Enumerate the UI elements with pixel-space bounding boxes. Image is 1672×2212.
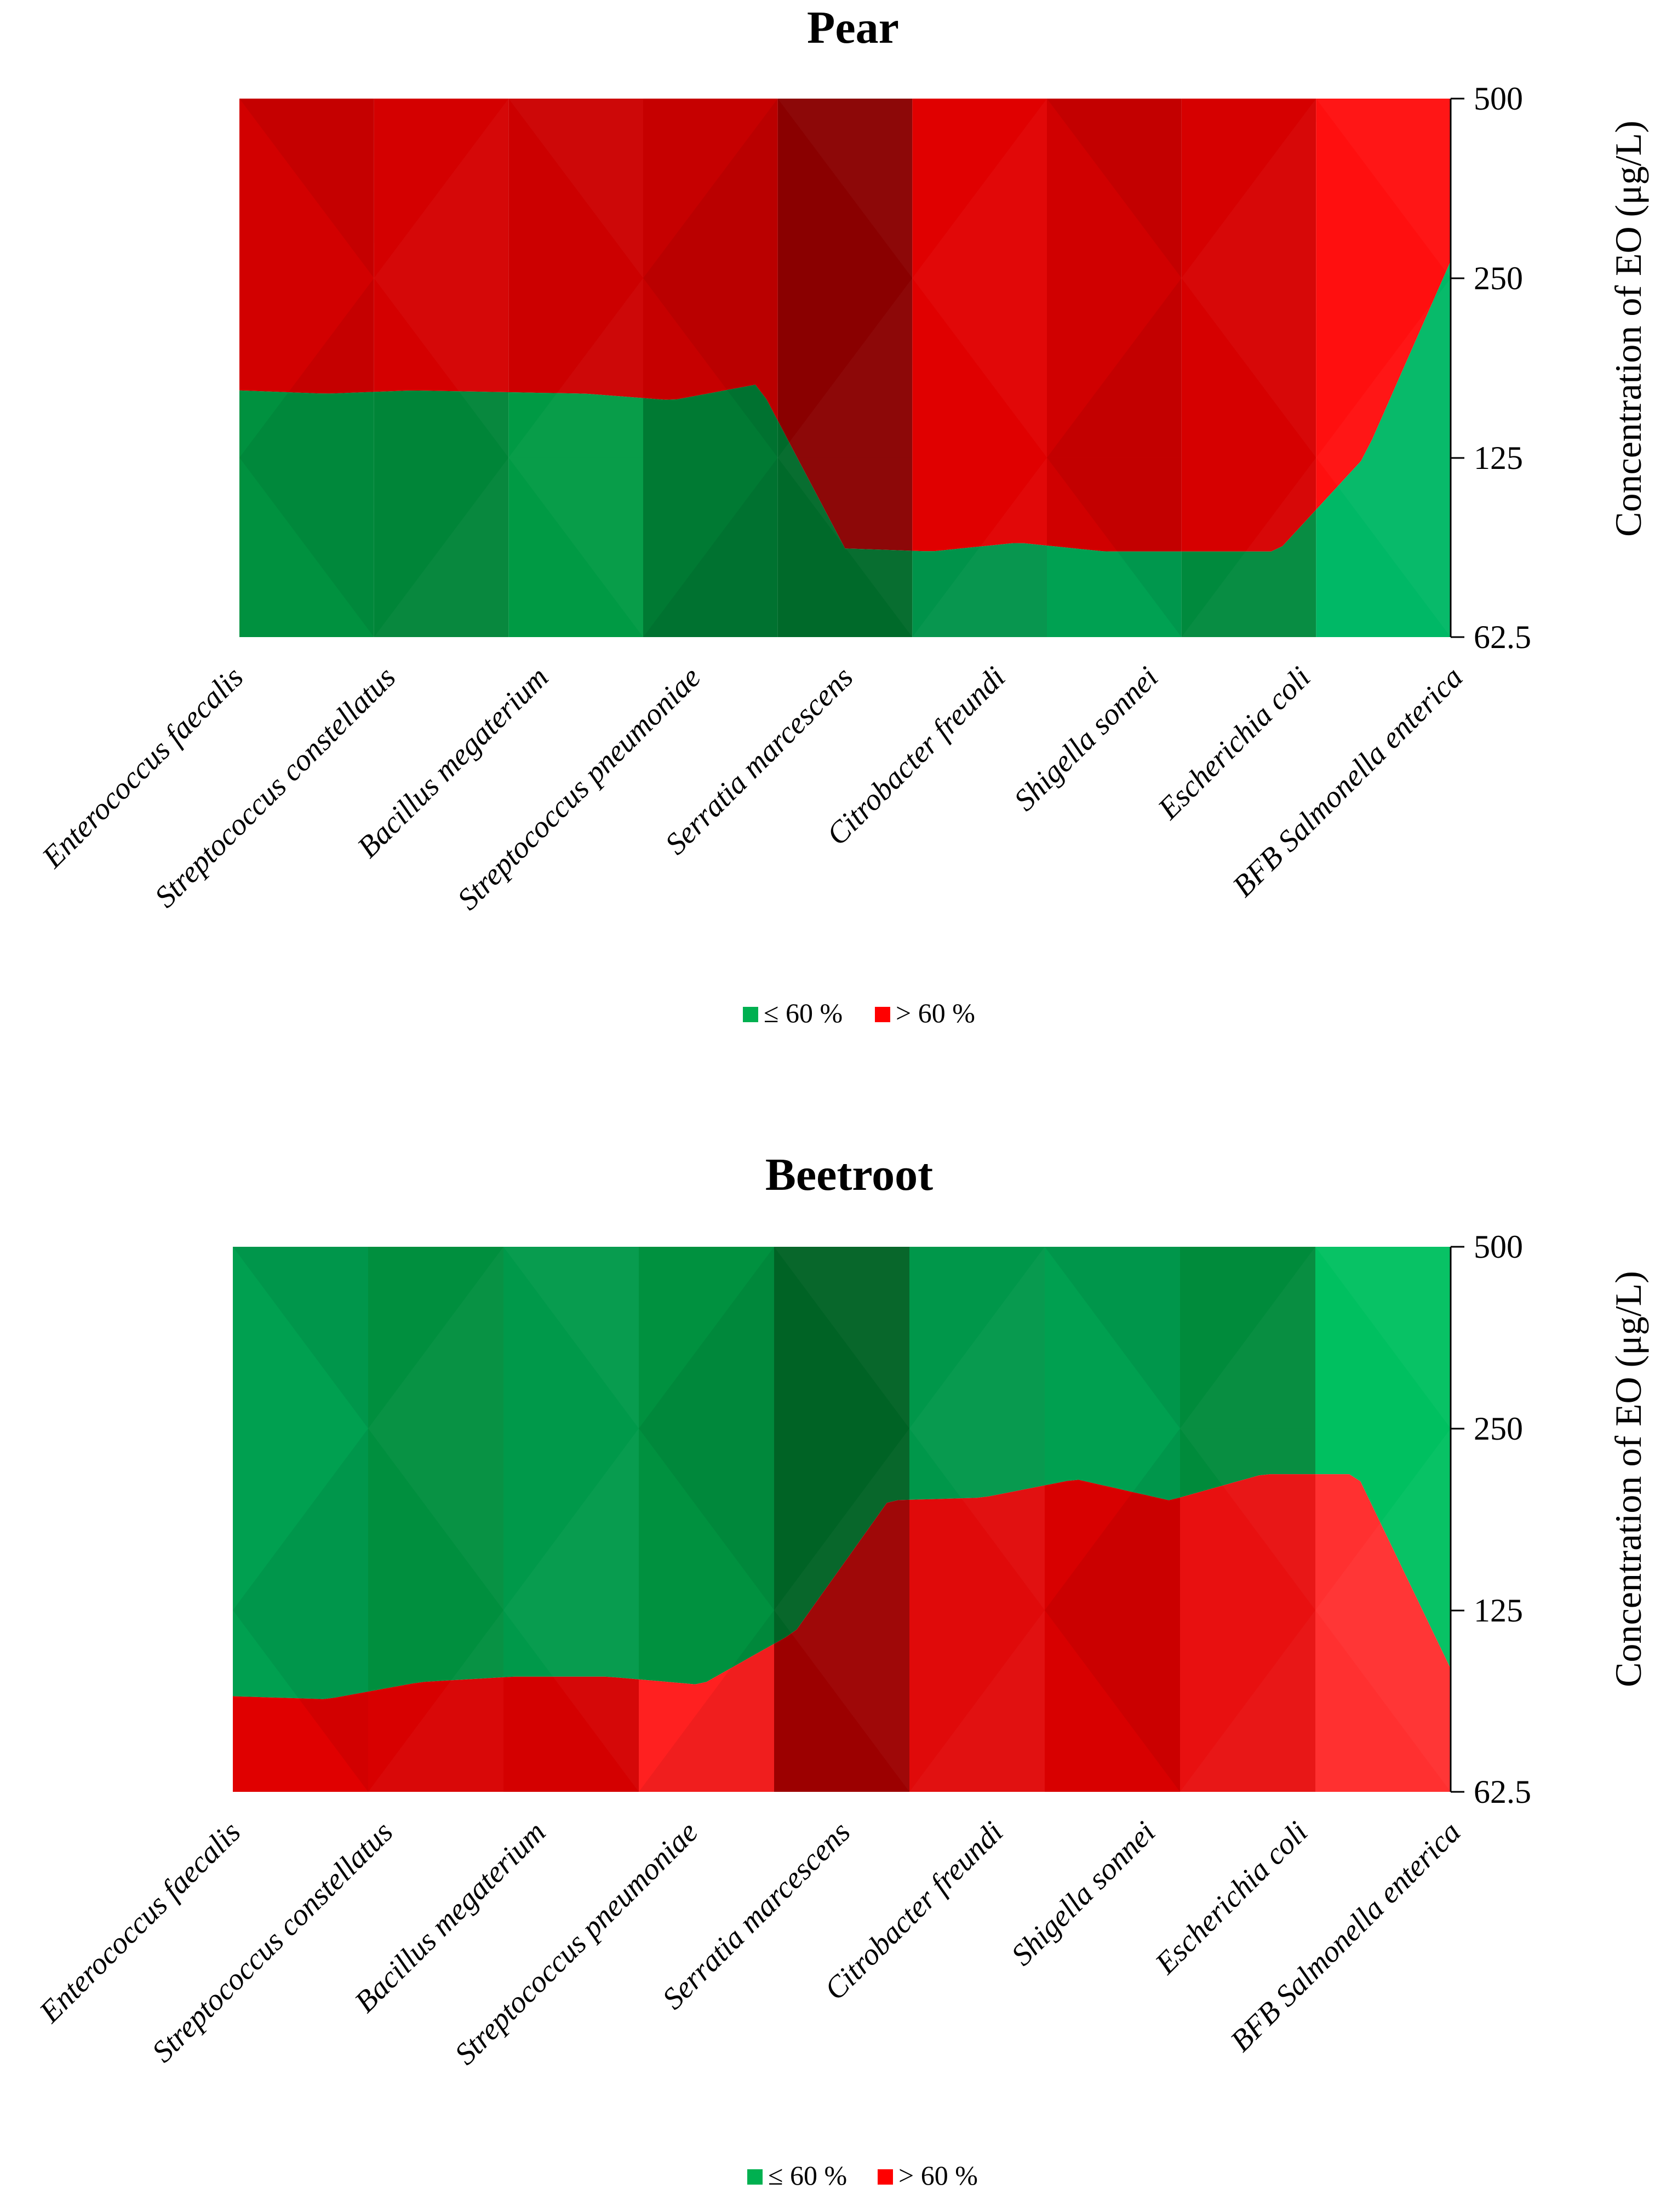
shade-tile: [233, 1247, 368, 1429]
chart-title: Pear: [807, 2, 899, 53]
legend: ≤ 60 % > 60 %: [743, 998, 975, 1028]
shade-tile: [1045, 1247, 1180, 1429]
green-region-cell: [1180, 1247, 1315, 1498]
chart-title: Beetroot: [765, 1149, 933, 1200]
beetroot-chart: Beetroot 500 250 125 62.5 Concentration …: [33, 1149, 1649, 2191]
x-axis-categories: Enterococcus faecalis Streptococcus cons…: [33, 1815, 1468, 2071]
y-tick-label: 125: [1474, 440, 1523, 476]
x-category-label: Escherichia coli: [1148, 1815, 1314, 1981]
legend-swatch-green: [747, 2169, 763, 2185]
red-region-cell: [239, 99, 374, 394]
y-tick-label: 125: [1474, 1592, 1523, 1629]
x-category-label: Streptococcus pneumoniae: [451, 660, 707, 916]
legend-swatch-red: [878, 2169, 893, 2185]
legend-label: > 60 %: [898, 2160, 978, 2191]
shade-tile: [643, 99, 778, 278]
shade-tile: [1047, 99, 1182, 278]
shade-tile: [233, 1428, 368, 1611]
red-region-cell: [1181, 99, 1316, 552]
red-region-cell: [774, 1499, 909, 1792]
green-region-cell: [777, 420, 913, 637]
y-tick-label: 62.5: [1474, 1774, 1531, 1810]
shade-tile: [239, 99, 374, 278]
red-region-cell: [508, 99, 643, 398]
red-region-cell: [503, 1676, 639, 1792]
x-category-label: Streptococcus constellatus: [146, 1815, 400, 2069]
shade-tile: [1047, 278, 1182, 458]
red-region-cell: [1047, 99, 1182, 552]
legend-label: ≤ 60 %: [764, 998, 843, 1028]
y-tick-label: 62.5: [1474, 619, 1531, 655]
legend: ≤ 60 % > 60 %: [747, 2160, 978, 2191]
legend-swatch-red: [875, 1007, 890, 1022]
red-region-cell: [1180, 1474, 1315, 1792]
legend-swatch-green: [743, 1007, 758, 1022]
green-region-cell: [1045, 1247, 1180, 1500]
x-category-label: Streptococcus pneumoniae: [448, 1815, 705, 2071]
shade-tile: [639, 1247, 774, 1429]
green-region-cell: [1181, 509, 1316, 637]
x-category-label: Shigella sonnei: [1007, 660, 1165, 817]
y-axis: 500 250 125 62.5: [1450, 1229, 1531, 1810]
shade-tile: [1045, 1610, 1180, 1792]
pear-chart: Pear 500 250 125 62.5 Concentration of E…: [36, 2, 1649, 1028]
y-tick-label: 250: [1474, 1411, 1523, 1447]
shade-tile: [643, 278, 778, 458]
red-region-cell: [643, 99, 778, 421]
y-axis: 500 250 125 62.5: [1450, 81, 1531, 655]
legend-label: > 60 %: [896, 998, 975, 1028]
shade-tile: [233, 1610, 368, 1792]
green-region-cell: [774, 1247, 909, 1644]
shade-tile: [239, 457, 374, 637]
shade-tile: [639, 1610, 774, 1792]
shade-tile: [239, 278, 374, 458]
red-region-cell: [1316, 99, 1451, 510]
y-axis-label: Concentration of EO (μg/L): [1607, 1271, 1649, 1687]
red-region-cell: [1045, 1480, 1180, 1792]
green-region-cell: [1315, 1247, 1451, 1669]
green-region-cell: [912, 543, 1047, 637]
red-region-cell: [368, 1677, 503, 1792]
red-region-cell: [909, 1485, 1045, 1792]
green-region-cell: [508, 392, 643, 637]
y-tick-label: 500: [1474, 81, 1523, 117]
green-region-cell: [1316, 261, 1451, 638]
x-category-label: Shigella sonnei: [1005, 1815, 1162, 1972]
green-region-cell: [239, 390, 374, 637]
shade-tile: [639, 1428, 774, 1611]
green-region-cell: [639, 1247, 774, 1684]
green-region-cell: [374, 391, 509, 637]
green-region-cell: [909, 1247, 1045, 1500]
x-category-label: Escherichia coli: [1151, 660, 1317, 826]
shade-tile: [1045, 1428, 1180, 1611]
y-axis-label: Concentration of EO (μg/L): [1607, 121, 1649, 537]
red-region-cell: [1315, 1474, 1451, 1792]
green-region-cell: [643, 385, 778, 637]
heatmap-shading: [239, 99, 1451, 638]
shade-tile: [1047, 457, 1182, 637]
red-region-cell: [374, 99, 509, 392]
green-region-cell: [233, 1247, 368, 1699]
green-region-cell: [503, 1247, 639, 1680]
y-tick-label: 500: [1474, 1229, 1523, 1265]
red-region-cell: [233, 1692, 368, 1792]
red-region-cell: [639, 1643, 774, 1792]
green-region-cell: [368, 1247, 503, 1692]
heatmap-shading: [233, 1247, 1451, 1792]
y-tick-label: 250: [1474, 260, 1523, 296]
legend-label: ≤ 60 %: [768, 2160, 847, 2191]
x-axis-categories: Enterococcus faecalis Streptococcus cons…: [36, 660, 1470, 916]
shade-tile: [643, 457, 778, 637]
green-region-cell: [1047, 546, 1182, 637]
red-region-cell: [912, 99, 1047, 552]
red-region-cell: [777, 99, 913, 551]
x-category-label: Streptococcus constellatus: [148, 660, 403, 914]
